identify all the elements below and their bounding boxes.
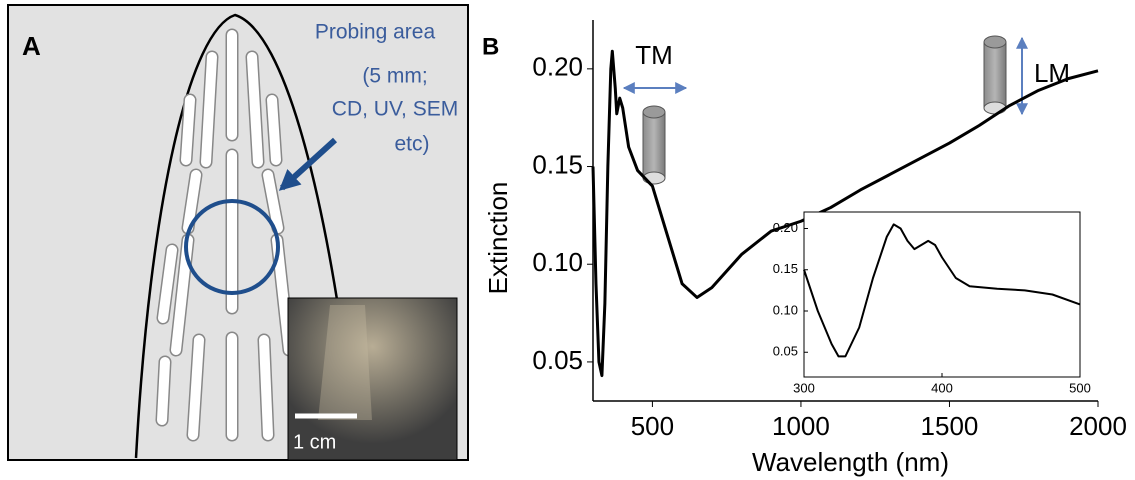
rod [267,95,281,165]
rod [181,95,195,165]
rod-icon [983,41,1007,109]
rod-icon [642,105,666,119]
x-tick-label: 400 [931,380,953,395]
y-tick-label: 0.05 [773,344,798,359]
y-tick-label: 0.10 [773,302,798,317]
annotation: (5 mm; [362,65,427,88]
y-tick-label: 0.15 [532,149,583,179]
panel-label: A [22,31,41,61]
x-tick-label: 2000 [1069,411,1127,441]
spectrum-line [591,49,1099,378]
substrate-outline [134,13,360,459]
annotation: TM [635,40,673,70]
rod-icon [983,35,1007,49]
y-tick-label: 0.05 [532,345,583,375]
rod [158,245,177,323]
probe-arrow [278,137,338,191]
x-tick-label: 1000 [772,411,830,441]
rod [188,335,204,440]
annotation: LM [1034,58,1070,88]
rod [157,357,170,425]
photo-inset [287,297,458,461]
x-axis-title: Wavelength (nm) [752,447,949,477]
y-tick-label: 0.15 [773,261,798,276]
rod-icon [983,101,1007,115]
rod-icon [642,111,666,179]
rod [263,170,283,233]
y-tick-label: 0.10 [532,247,583,277]
y-axis-title: Extinction [483,182,513,295]
panel-a: A Probing area (5 mm; CD, UV, SEM etc) 1… [7,4,469,461]
scale-label: 1 cm [293,431,336,453]
spectrum-line [803,223,1081,358]
annotation: Probing area [315,21,436,44]
y-tick-label: 0.20 [532,52,583,82]
photo-glow [318,305,372,420]
rod [247,52,263,167]
probe-circle [184,199,280,295]
x-tick-label: 1500 [921,411,979,441]
inset-frame [803,211,1081,378]
panel-label: B [482,33,499,60]
x-tick-label: 300 [793,380,815,395]
annotation: etc) [394,133,429,156]
rod [183,170,201,233]
y-tick-label: 0.20 [773,220,798,235]
x-tick-label: 500 [1069,380,1091,395]
panel-b: B TM LM 500 1000 1500 2000 0.05 0.10 0.15 0.20 W… [482,20,1127,477]
x-tick-label: 500 [631,411,674,441]
rod [259,335,273,440]
rod [272,235,294,355]
rod [201,52,217,167]
annotation: CD, UV, SEM [332,98,458,121]
